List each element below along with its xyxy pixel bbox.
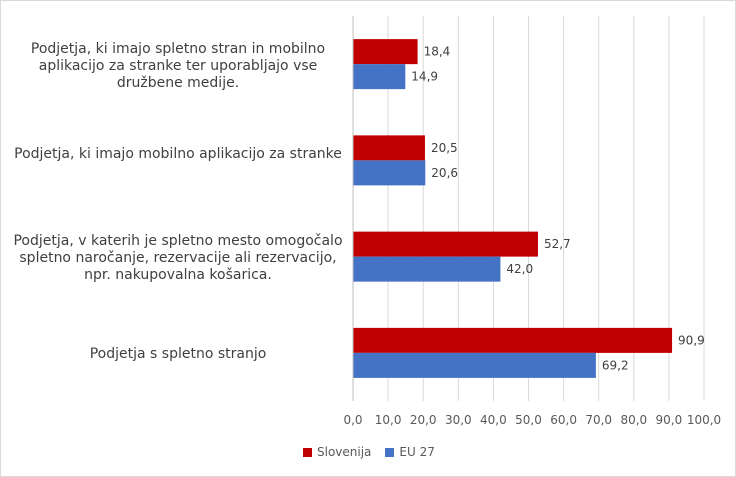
bar-eu-27	[353, 352, 596, 378]
x-tick-label: 30,0	[445, 413, 472, 427]
data-label: 42,0	[506, 262, 533, 276]
category-label-2: Podjetja, ki imajo mobilno aplikacijo za…	[14, 146, 342, 162]
legend-label-slovenija: Slovenija	[317, 445, 372, 459]
x-tick-label: 20,0	[410, 413, 437, 427]
data-label: 14,9	[411, 70, 438, 84]
x-tick-label: 10,0	[375, 413, 402, 427]
x-tick-label: 40,0	[480, 413, 507, 427]
legend-item-eu27: EU 27	[385, 445, 435, 459]
data-label: 20,5	[431, 141, 458, 155]
bar-chart: 0,0 10,0 20,0 30,0 40,0 50,0 60,0 70,0 80,0 90,0 1…	[343, 16, 721, 427]
bar-slovenija	[353, 39, 418, 65]
x-tick-label: 80,0	[620, 413, 647, 427]
x-tick-label: 70,0	[585, 413, 612, 427]
bar-slovenija	[353, 231, 538, 257]
x-tick-label: 100,0	[687, 413, 721, 427]
legend-label-eu27: EU 27	[399, 445, 435, 459]
legend-item-slovenija: Slovenija	[303, 445, 371, 459]
x-tick-label: 50,0	[515, 413, 542, 427]
data-label: 20,6	[431, 166, 458, 180]
x-tick-label: 90,0	[656, 413, 683, 427]
data-label: 18,4	[424, 45, 451, 59]
legend-swatch-slovenija	[303, 447, 312, 457]
category-label-1: Podjetja, ki imajo spletno stran in mobi…	[30, 41, 326, 91]
bar-eu-27	[353, 64, 406, 90]
bar-slovenija	[353, 327, 673, 353]
category-label-3: Podjetja, v katerih je spletno mesto omo…	[13, 233, 343, 283]
bar-eu-27	[353, 256, 501, 282]
bar-eu-27	[353, 160, 426, 186]
data-label: 52,7	[544, 237, 571, 251]
x-tick-label: 60,0	[550, 413, 577, 427]
data-label: 69,2	[602, 358, 629, 372]
legend-swatch-eu27	[385, 447, 395, 457]
legend: Slovenija EU 27	[303, 445, 435, 459]
data-label: 90,9	[678, 333, 705, 347]
x-tick-label: 0,0	[343, 413, 362, 427]
bar-slovenija	[353, 135, 425, 161]
category-label-4: Podjetja s spletno stranjo	[89, 346, 267, 362]
